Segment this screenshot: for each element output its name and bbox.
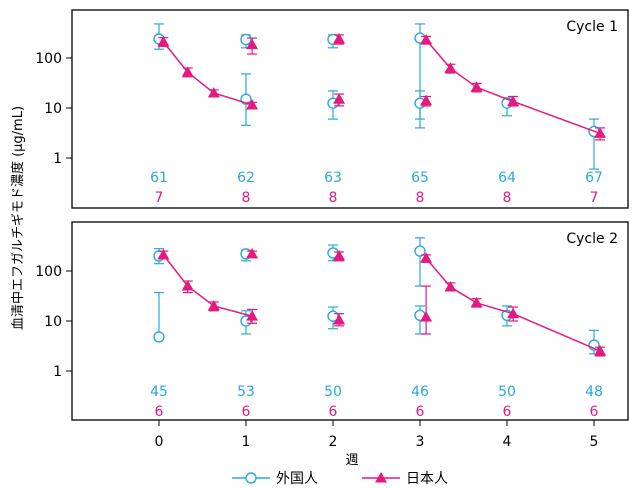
foreign-n-count: 48	[585, 384, 603, 400]
panel-cycle-1: 1 10 100 Cycle 1 61 62 63 65 64 67 7 8 8 8 8 7	[35, 9, 629, 209]
legend-foreign-label: 外国人	[276, 471, 318, 487]
japanese-series-line	[162, 254, 253, 317]
japanese-n-count: 8	[416, 190, 425, 206]
cycle-label: Cycle 2	[566, 231, 618, 247]
japanese-series-line	[162, 41, 253, 106]
cycle-label: Cycle 1	[566, 19, 618, 35]
legend-japanese-marker	[375, 472, 387, 483]
japanese-n-count: 8	[329, 190, 338, 206]
japanese-n-count: 6	[329, 404, 338, 420]
foreign-data-point	[240, 33, 252, 46]
japanese-data-point	[333, 93, 346, 104]
legend-foreign-marker	[245, 472, 257, 484]
foreign-n-count: 61	[150, 170, 168, 186]
foreign-data-point	[153, 331, 165, 343]
japanese-data-point	[420, 33, 433, 45]
y-axis-title: 血清中エフガルチギモド濃度 (μg/mL)	[10, 106, 26, 330]
foreign-n-count: 62	[237, 170, 255, 186]
japanese-data-point	[157, 35, 170, 47]
x-tick-label: 5	[590, 434, 599, 450]
foreign-n-count: 46	[411, 384, 429, 400]
japanese-data-point	[207, 299, 220, 311]
foreign-n-count: 45	[150, 384, 168, 400]
japanese-data-point	[157, 248, 170, 260]
japanese-data-point	[333, 32, 346, 44]
panel-cycle-2: 1 10 100 Cycle 2 45 53 50 46 50 48 6 6 6 6 6 6	[35, 221, 629, 421]
japanese-data-point	[333, 313, 346, 325]
foreign-n-count: 50	[498, 384, 516, 400]
japanese-data-point	[181, 66, 194, 77]
japanese-n-count: 7	[590, 190, 599, 206]
x-axis-title: 週	[345, 453, 358, 468]
japanese-data-point	[420, 311, 433, 322]
japanese-n-count: 8	[242, 190, 251, 206]
japanese-n-count: 8	[503, 190, 512, 206]
japanese-series-line	[425, 257, 601, 352]
japanese-n-count: 6	[242, 404, 251, 420]
japanese-n-count: 7	[155, 190, 164, 206]
x-tick-label: 3	[416, 434, 425, 450]
foreign-n-count: 53	[237, 384, 255, 400]
japanese-data-point	[420, 252, 433, 263]
japanese-data-point	[444, 280, 457, 292]
x-axis: 0 1 2 3 4 5	[155, 420, 599, 450]
japanese-data-point	[181, 280, 194, 291]
japanese-n-count: 6	[416, 404, 425, 420]
legend: 外国人 日本人	[232, 471, 448, 487]
japanese-n-count: 6	[155, 404, 164, 420]
japanese-data-point	[470, 81, 483, 92]
y-tick-label: 1	[53, 151, 62, 167]
japanese-data-point	[246, 247, 259, 259]
japanese-data-point	[207, 86, 220, 98]
japanese-data-point	[246, 38, 259, 50]
japanese-data-point	[246, 98, 259, 110]
x-tick-label: 2	[329, 434, 338, 450]
panel-frame	[71, 9, 629, 209]
foreign-data-point	[414, 245, 426, 257]
legend-japanese-label: 日本人	[406, 471, 448, 487]
y-tick-label: 10	[44, 101, 62, 117]
foreign-n-count: 50	[324, 384, 342, 400]
x-tick-label: 1	[242, 434, 251, 450]
japanese-data-point	[333, 249, 346, 261]
japanese-data-point	[246, 310, 259, 321]
x-tick-label: 0	[155, 434, 164, 450]
foreign-n-count: 64	[498, 170, 516, 186]
japanese-data-point	[507, 307, 520, 319]
japanese-data-point	[507, 95, 520, 106]
japanese-data-point	[594, 345, 607, 356]
japanese-n-count: 6	[590, 404, 599, 420]
x-tick-label: 4	[503, 434, 512, 450]
japanese-n-count: 6	[503, 404, 512, 420]
japanese-data-point	[470, 296, 483, 308]
japanese-series-line	[425, 39, 601, 135]
y-tick-label: 100	[35, 264, 62, 280]
foreign-n-count: 67	[585, 170, 603, 186]
japanese-data-point	[420, 94, 433, 106]
japanese-data-point	[444, 62, 457, 73]
foreign-n-count: 65	[411, 170, 429, 186]
japanese-data-point	[594, 127, 607, 138]
y-tick-label: 10	[44, 314, 62, 330]
foreign-n-count: 63	[324, 170, 342, 186]
y-tick-label: 100	[35, 51, 62, 67]
y-tick-label: 1	[53, 364, 62, 380]
